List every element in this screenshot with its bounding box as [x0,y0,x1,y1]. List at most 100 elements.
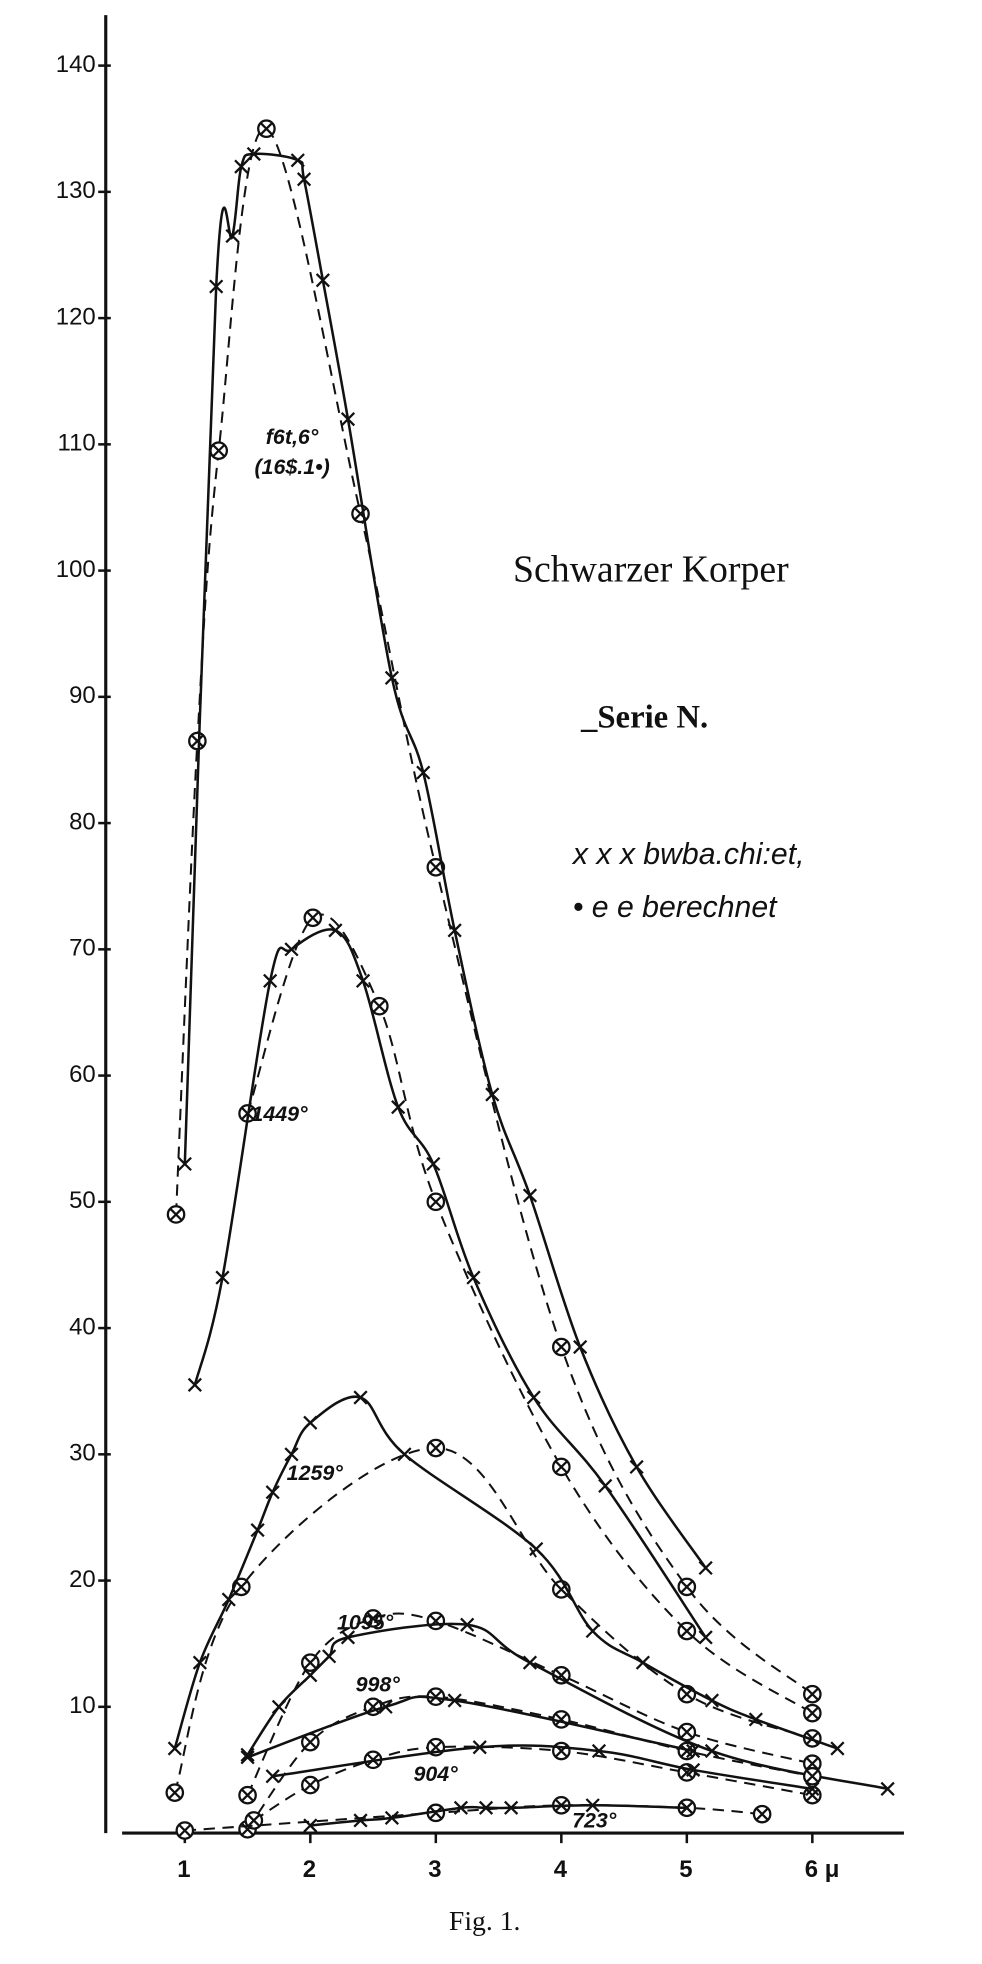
observed-point [460,1617,475,1632]
y-tick-label: 120 [56,303,96,330]
observed-line [193,928,707,1639]
calculated-cross [429,860,443,874]
observed-point [686,1762,701,1778]
calculated-cross [190,734,204,748]
observed-point [585,1623,600,1639]
observed-point [187,1377,202,1392]
calculated-cross [554,1340,568,1354]
y-tick-label: 50 [69,1187,96,1214]
observed-point [573,1339,588,1355]
observed-point [426,1156,441,1172]
calculated-cross [303,1656,317,1670]
calculated-cross [259,122,273,136]
observed-point [698,1630,713,1645]
observed-point [340,1630,356,1645]
observed-point [296,172,312,187]
calculated-cross [805,1687,819,1701]
observed-point [447,1693,462,1708]
observed-point [315,273,330,288]
legend-entry: • e e berechnet [573,891,778,924]
observed-point [303,1818,318,1833]
observed-point [167,1741,182,1756]
observed-point [234,159,249,174]
y-tick-label: 90 [69,682,96,709]
observed-point [472,1740,487,1755]
calculated-cross [554,1668,568,1682]
calculated-cross [429,1195,443,1209]
legend-entry: x x x bwba.chi:et, [571,838,805,871]
observed-point [679,1800,694,1815]
calculated-cross [805,1769,819,1783]
observed-point [263,973,278,988]
calculated-line [246,913,813,1714]
calculated-cross [241,1788,255,1802]
observed-point [221,1592,236,1607]
observed-point [290,153,305,168]
observed-point [397,1447,412,1462]
x-tick-label: 3 [428,1856,441,1883]
observed-point [635,1655,650,1670]
x-tick-label: 6 μ [805,1856,840,1883]
observed-line [247,1695,694,1759]
curve-label: 723° [572,1808,617,1832]
observed-point [177,1156,192,1172]
calculated-cross [168,1786,182,1800]
y-tick-label: 60 [69,1061,96,1088]
curve-label: 998° [356,1672,401,1696]
observed-point [384,1810,399,1826]
observed-point [453,1800,469,1815]
observed-point [250,1522,265,1538]
observed-point [353,1813,368,1828]
observed-point [591,1743,607,1759]
observed-point [485,1087,500,1102]
calculated-cross [805,1706,819,1720]
observed-point [225,228,240,244]
observed-point [504,1800,519,1815]
observed-point [284,1447,299,1462]
observed-point [378,1699,393,1714]
observed-point [322,1649,337,1664]
calculated-cross [372,999,386,1013]
x-tick-label: 1 [177,1856,190,1883]
curve-label: f6t,6° [266,425,319,449]
calculated-cross [755,1807,769,1821]
observed-point [529,1541,544,1557]
curve-label: (16$.1•) [254,455,329,479]
observed-point [265,1485,280,1500]
observed-point [240,1750,255,1765]
calculated-line [246,1695,813,1830]
observed-point [698,1560,713,1576]
y-tick-label: 40 [69,1313,96,1340]
observed-point [328,923,343,938]
calculated-cross [554,1460,568,1474]
observed-point [416,765,431,780]
calculated-cross [178,1824,192,1838]
observed-point [240,1747,255,1762]
y-tick-label: 30 [69,1440,96,1467]
y-tick-label: 140 [56,51,96,78]
y-tick-label: 110 [58,430,96,457]
observed-point [265,1769,280,1784]
chart-title: Schwarzer Korper [513,549,789,591]
observed-point [303,1668,318,1683]
observed-point [880,1781,895,1796]
y-tick-label: 80 [69,808,96,835]
observed-point [704,1743,720,1759]
chart-subtitle: _Serie N. [580,700,708,736]
caption: Fig. 1. [449,1905,521,1936]
observed-point [271,1699,287,1714]
observed-line [173,1395,838,1750]
x-tick-label: 4 [554,1856,568,1883]
observed-point [704,1693,720,1708]
observed-point [466,1270,481,1285]
calculated-cross [429,1441,443,1455]
curve-label: 1449° [251,1102,308,1126]
observed-point [353,1390,368,1405]
observed-point [830,1741,845,1756]
calculated-cross [169,1207,183,1221]
calculated-cross [680,1725,694,1739]
calculated-cross [680,1580,694,1594]
y-tick-label: 70 [69,935,96,962]
observed-point [585,1798,600,1813]
calculated-cross [429,1690,443,1704]
